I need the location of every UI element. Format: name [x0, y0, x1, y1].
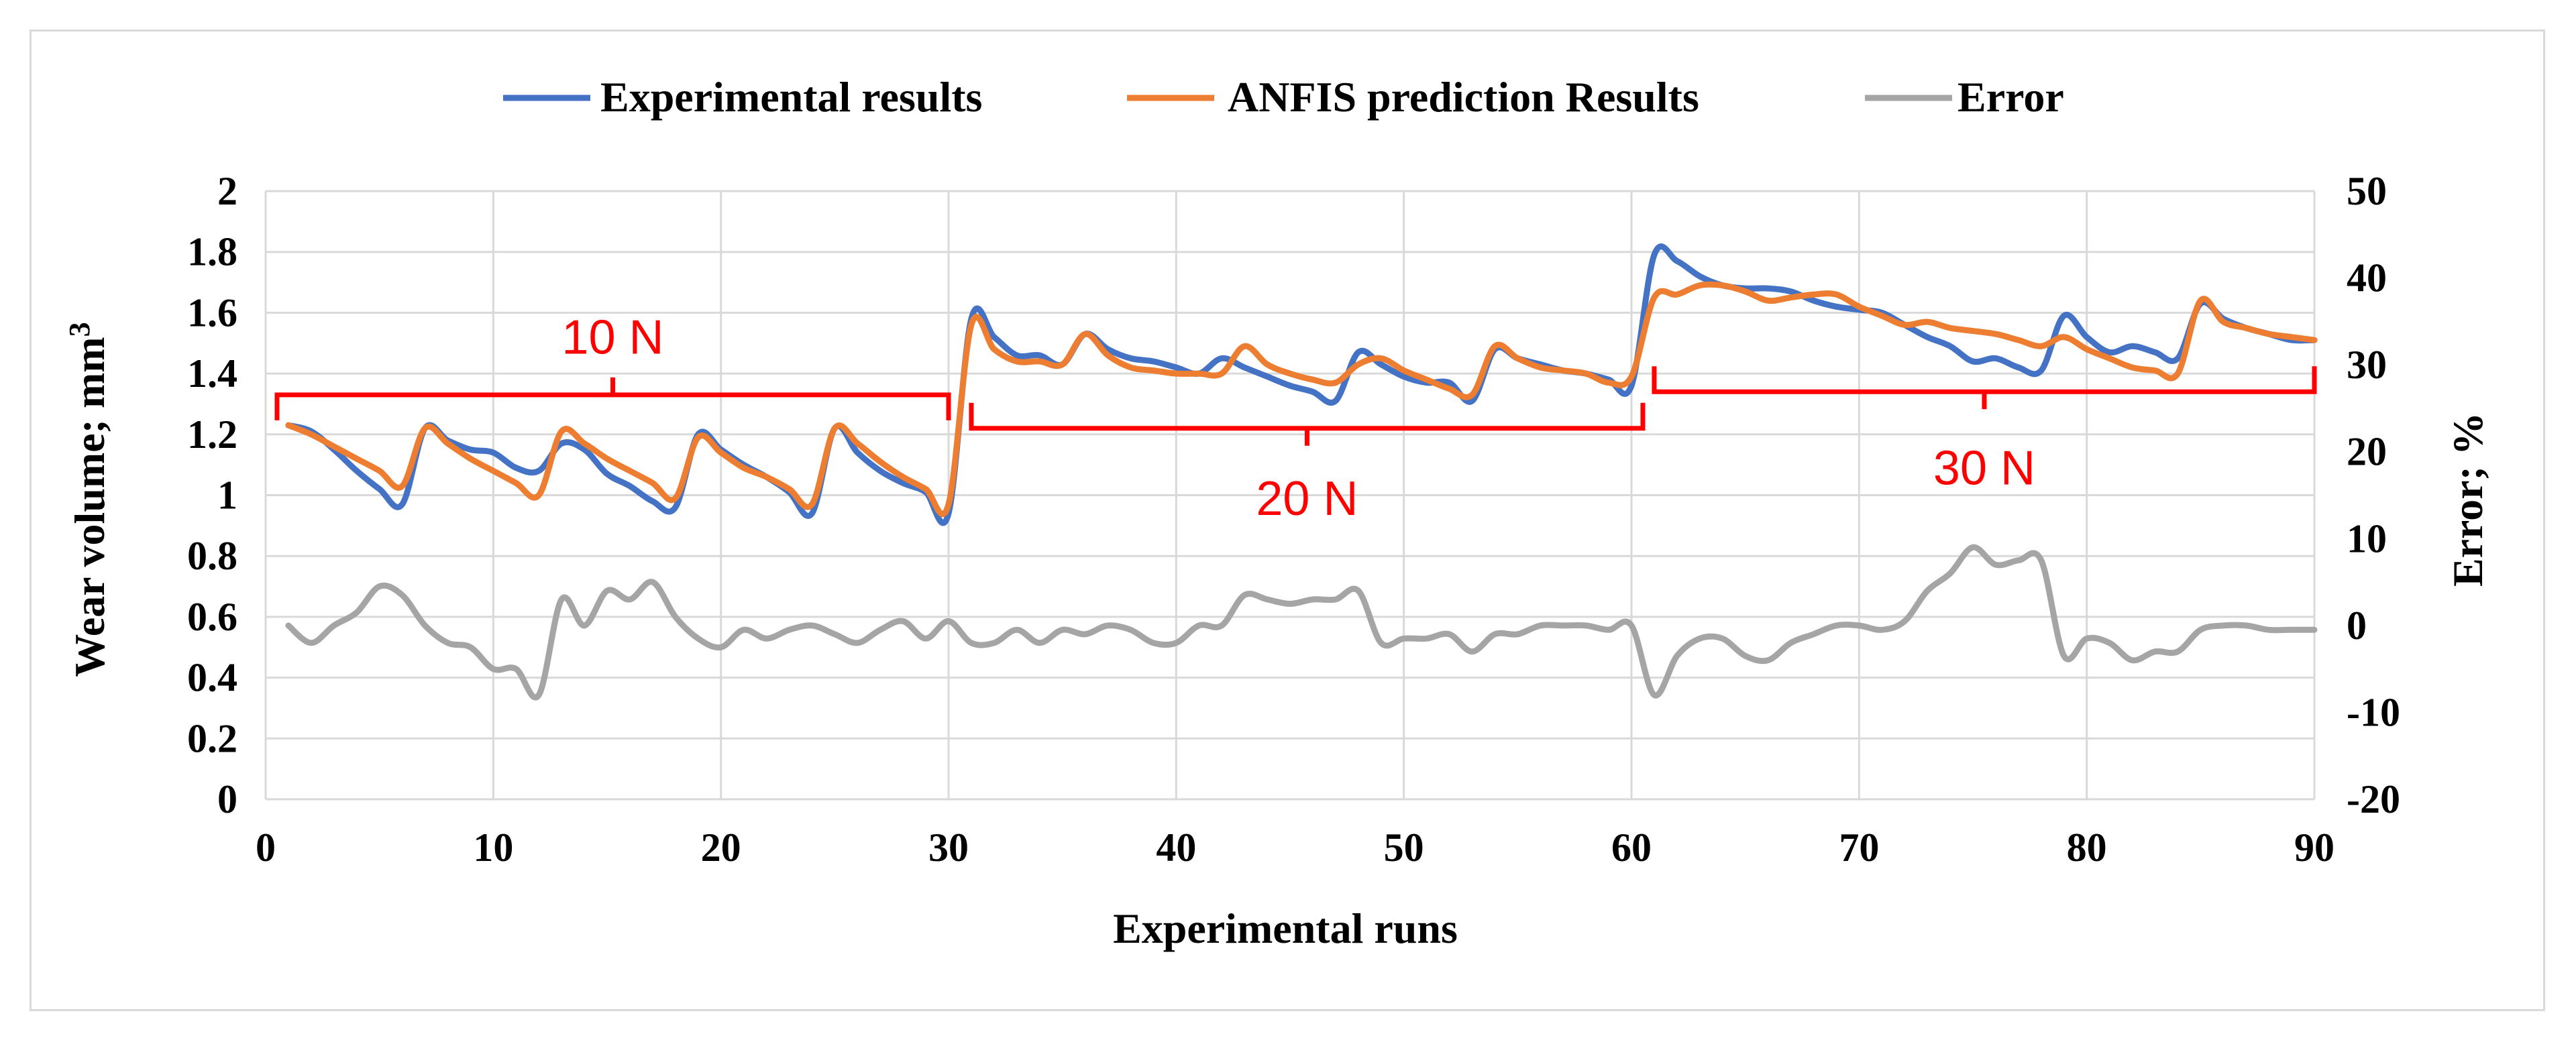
y-tick-label: 2 [217, 169, 237, 213]
load-bracket [969, 402, 1646, 446]
y2-tick-label: 10 [2347, 516, 2387, 561]
y2-tick-label: 0 [2347, 603, 2367, 648]
y-axis-title-text: Wear volume; mm [66, 337, 113, 677]
x-axis-title: Experimental runs [1113, 905, 1458, 952]
y-tick-label: 1.4 [187, 351, 237, 396]
x-tick-label: 30 [928, 825, 969, 870]
axis-layer: 00.20.40.60.811.21.41.61.820 10 20 30 40 50 60… [187, 169, 2400, 870]
y-tick-label: 0.2 [187, 716, 237, 760]
legend-item: Error [1865, 73, 2064, 121]
series-line-anfis-prediction-results [285, 281, 2318, 518]
y2-tick-label: 20 [2347, 430, 2387, 474]
x-tick-label: 40 [1156, 825, 1196, 870]
y-tick-label: 0 [217, 777, 237, 821]
y-axis-title-superscript: 3 [63, 322, 96, 337]
load-label: 10 N [561, 311, 663, 365]
legend-item: ANFIS prediction Results [1127, 73, 1699, 121]
series-layer [285, 243, 2318, 701]
y2-tick-label: -20 [2347, 777, 2400, 821]
x-tick-label: 80 [2067, 825, 2107, 870]
load-bracket [274, 377, 951, 420]
legend-item: Experimental results [503, 73, 982, 121]
y-tick-label: 1.8 [187, 230, 237, 274]
legend-label: Error [1957, 73, 2064, 121]
y-tick-label: 1 [217, 473, 237, 518]
x-tick-label: 20 [701, 825, 741, 870]
y-axis-title: Wear volume; mm3 [63, 322, 113, 677]
x-tick-label: 90 [2294, 825, 2334, 870]
x-tick-label: 60 [1611, 825, 1652, 870]
legend-label: ANFIS prediction Results [1228, 73, 1699, 121]
series-line-experimental-results [285, 243, 2318, 526]
y-tick-label: 0.4 [187, 656, 237, 700]
x-tick-label: 10 [473, 825, 513, 870]
load-bracket [1652, 366, 2317, 410]
y2-axis-title: Error; % [2444, 412, 2491, 587]
legend: Experimental results ANFIS prediction Res… [503, 73, 2064, 121]
y-tick-label: 0.8 [187, 534, 237, 578]
x-tick-label: 0 [256, 825, 276, 870]
y2-tick-label: 50 [2347, 169, 2387, 213]
x-tick-label: 50 [1384, 825, 1424, 870]
legend-label: Experimental results [600, 73, 982, 121]
y-tick-label: 1.6 [187, 290, 237, 335]
load-label: 20 N [1256, 472, 1358, 526]
load-label: 30 N [1933, 442, 2035, 496]
y-tick-label: 1.2 [187, 412, 237, 457]
y2-tick-label: -10 [2347, 690, 2400, 734]
x-tick-label: 70 [1839, 825, 1879, 870]
series-line-error [285, 544, 2318, 701]
annotation-layer: 10 N 20 N 30 N [274, 311, 2317, 526]
y2-tick-label: 40 [2347, 256, 2387, 300]
y-tick-label: 0.6 [187, 595, 237, 639]
y2-tick-label: 30 [2347, 343, 2387, 387]
chart-frame [30, 30, 2545, 1011]
